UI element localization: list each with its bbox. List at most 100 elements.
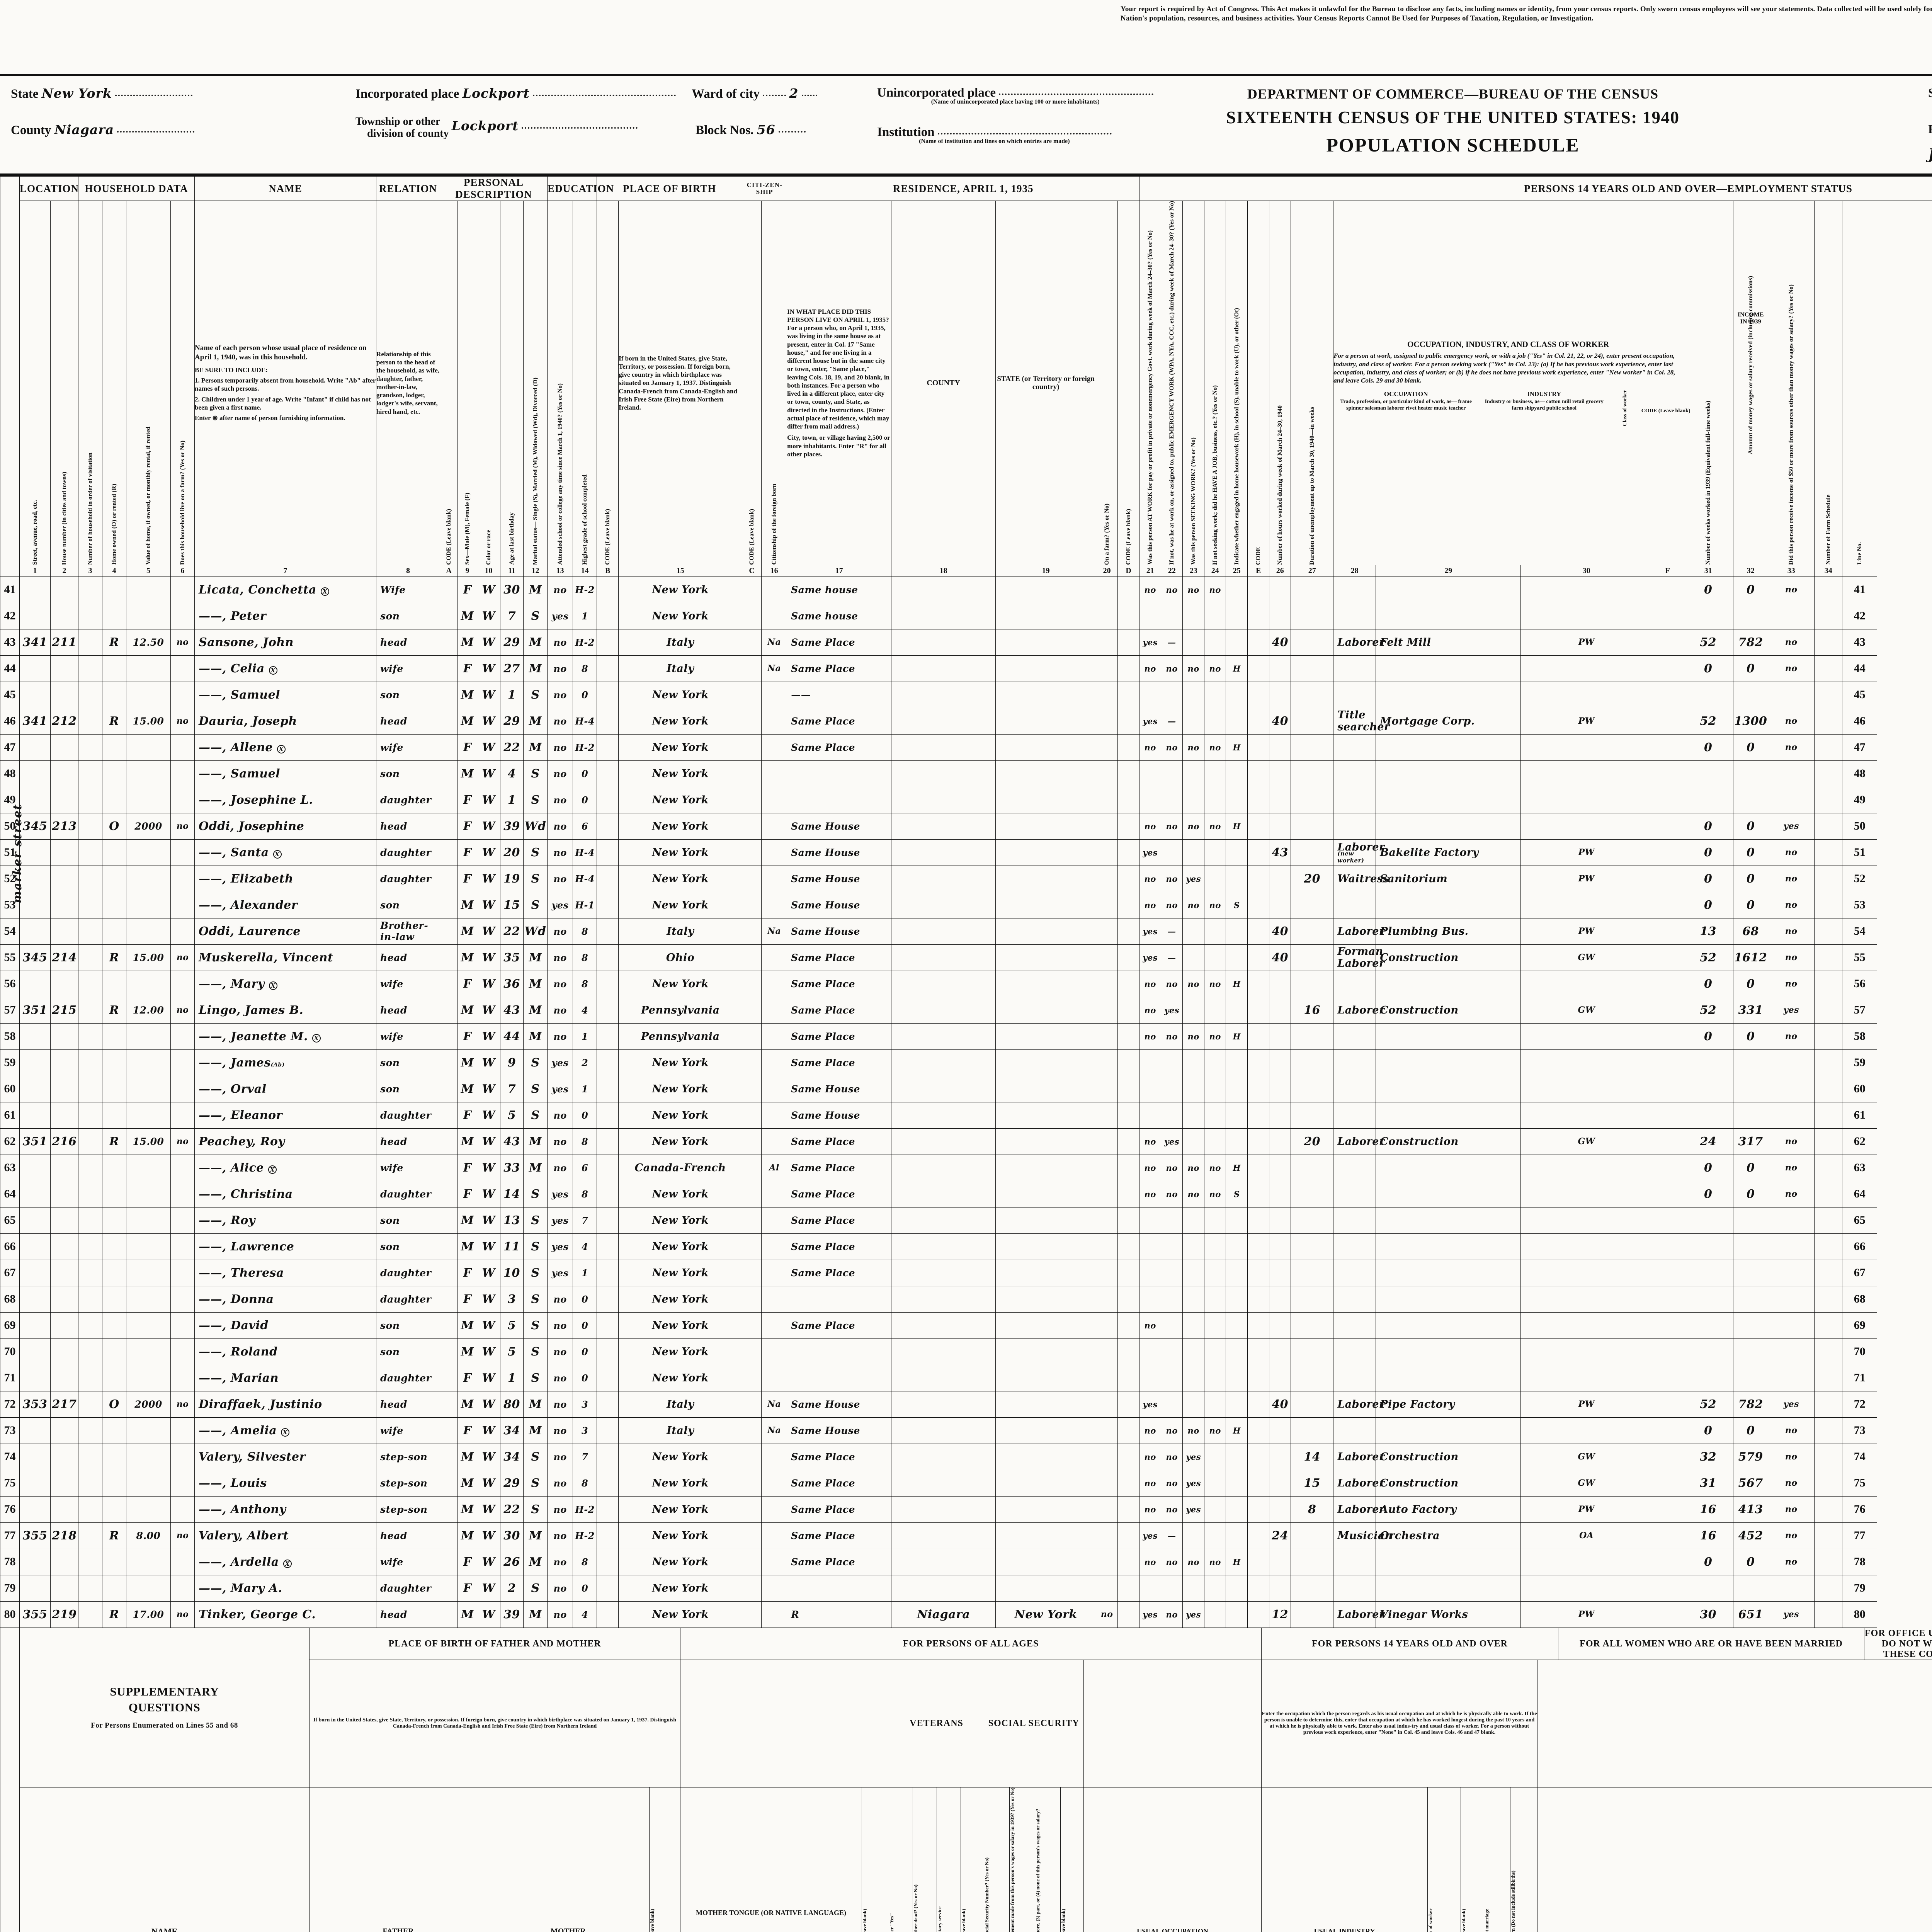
cell-other-income[interactable] — [1768, 1102, 1815, 1129]
cell-birthplace[interactable]: New York — [618, 970, 743, 997]
cell-citizenship[interactable] — [761, 734, 787, 761]
cell-grade[interactable]: H-2 — [573, 629, 597, 656]
cell-emergency-work[interactable] — [1161, 1207, 1183, 1234]
cell-marital[interactable]: M — [523, 1391, 548, 1418]
cell-owned-rented[interactable] — [102, 839, 126, 866]
cell-hours-worked[interactable] — [1269, 1102, 1291, 1129]
cell-on-farm[interactable] — [170, 576, 195, 603]
cell-residence-1935[interactable]: Same Place — [787, 1469, 892, 1497]
cell-hours-worked[interactable] — [1269, 1207, 1291, 1234]
cell-farm-1935[interactable] — [1096, 1207, 1118, 1234]
cell-age[interactable]: 11 — [500, 1233, 524, 1260]
cell-relation[interactable]: son — [376, 1207, 440, 1234]
cell-race[interactable]: W — [477, 1417, 501, 1444]
cell-wages-1939[interactable]: 0 — [1733, 865, 1769, 892]
cell-citizenship[interactable] — [761, 813, 787, 840]
cell-owned-rented[interactable]: R — [102, 707, 126, 735]
cell-attended-school[interactable]: yes — [547, 1233, 573, 1260]
cell-grade[interactable]: H-1 — [573, 891, 597, 918]
cell-household-order[interactable] — [78, 1522, 102, 1549]
cell-unemployment-weeks[interactable] — [1291, 813, 1334, 840]
cell-state-1935[interactable] — [995, 1364, 1097, 1391]
cell-farm-schedule[interactable] — [1814, 629, 1843, 656]
cell-owned-rented[interactable] — [102, 734, 126, 761]
cell-grade[interactable]: 8 — [573, 1469, 597, 1497]
cell-age[interactable]: 7 — [500, 602, 524, 629]
cell-household-order[interactable] — [78, 681, 102, 708]
cell-county-1935[interactable] — [891, 891, 996, 918]
cell-class-of-worker[interactable] — [1520, 1417, 1653, 1444]
cell-weeks-worked-1939[interactable] — [1683, 1575, 1734, 1602]
cell-attended-school[interactable]: yes — [547, 1207, 573, 1234]
cell-code-d[interactable] — [1117, 1391, 1140, 1418]
cell-home-status[interactable] — [1226, 760, 1248, 787]
cell-wages-1939[interactable] — [1733, 681, 1769, 708]
cell-hours-worked[interactable] — [1269, 1548, 1291, 1575]
cell-residence-1935[interactable]: Same house — [787, 576, 892, 603]
cell-hours-worked[interactable]: 40 — [1269, 1391, 1291, 1418]
cell-on-farm[interactable]: no — [170, 997, 195, 1024]
cell-code-a[interactable] — [440, 576, 458, 603]
cell-code-f[interactable] — [1652, 944, 1684, 971]
cell-state-1935[interactable] — [995, 1391, 1097, 1418]
cell-household-order[interactable] — [78, 1364, 102, 1391]
cell-race[interactable]: W — [477, 1469, 501, 1497]
cell-owned-rented[interactable] — [102, 786, 126, 813]
cell-farm-schedule[interactable] — [1814, 1469, 1843, 1497]
cell-weeks-worked-1939[interactable] — [1683, 1312, 1734, 1339]
cell-county-1935[interactable] — [891, 576, 996, 603]
cell-sex[interactable]: M — [457, 944, 478, 971]
cell-hours-worked[interactable] — [1269, 1233, 1291, 1260]
cell-grade[interactable]: 0 — [573, 1102, 597, 1129]
cell-birthplace[interactable]: New York — [618, 786, 743, 813]
cell-birthplace[interactable]: New York — [618, 1286, 743, 1313]
cell-code-d[interactable] — [1117, 786, 1140, 813]
cell-code-e[interactable] — [1247, 1364, 1270, 1391]
cell-have-job[interactable] — [1204, 944, 1226, 971]
cell-name[interactable]: ——, Theresa — [194, 1259, 377, 1286]
cell-on-farm[interactable]: no — [170, 813, 195, 840]
cell-street[interactable]: 355 — [19, 1522, 51, 1549]
cell-unemployment-weeks[interactable] — [1291, 602, 1334, 629]
cell-hours-worked[interactable] — [1269, 970, 1291, 997]
cell-sex[interactable]: F — [457, 655, 478, 682]
cell-state-1935[interactable] — [995, 576, 1097, 603]
cell-home-status[interactable] — [1226, 918, 1248, 945]
cell-relation[interactable]: head — [376, 1391, 440, 1418]
cell-code-d[interactable] — [1117, 1049, 1140, 1076]
cell-code-b[interactable] — [597, 1049, 619, 1076]
cell-house-number[interactable]: 214 — [50, 944, 78, 971]
cell-farm-schedule[interactable] — [1814, 1443, 1843, 1470]
cell-farm-1935[interactable] — [1096, 1286, 1118, 1313]
cell-household-order[interactable] — [78, 629, 102, 656]
cell-at-work[interactable]: yes — [1139, 1391, 1162, 1418]
cell-attended-school[interactable]: no — [547, 1286, 573, 1313]
cell-farm-1935[interactable] — [1096, 734, 1118, 761]
cell-race[interactable]: W — [477, 1443, 501, 1470]
cell-industry[interactable] — [1376, 1417, 1521, 1444]
cell-farm-schedule[interactable] — [1814, 1601, 1843, 1628]
cell-grade[interactable]: H-4 — [573, 839, 597, 866]
cell-home-value[interactable] — [126, 1023, 171, 1050]
cell-owned-rented[interactable] — [102, 891, 126, 918]
cell-code-a[interactable] — [440, 1338, 458, 1365]
table-row[interactable]: 80 355 219 R 17.00 no Tinker, George C. head M W 3… — [0, 1601, 1932, 1628]
cell-seeking-work[interactable] — [1182, 1286, 1205, 1313]
cell-grade[interactable]: 1 — [573, 1023, 597, 1050]
cell-industry[interactable]: Construction — [1376, 1469, 1521, 1497]
cell-grade[interactable]: 0 — [573, 1338, 597, 1365]
cell-class-of-worker[interactable] — [1520, 655, 1653, 682]
cell-name[interactable]: ——, Samuel — [194, 681, 377, 708]
cell-street[interactable] — [19, 1154, 51, 1181]
cell-have-job[interactable]: no — [1204, 1154, 1226, 1181]
cell-farm-1935[interactable] — [1096, 786, 1118, 813]
cell-owned-rented[interactable] — [102, 1207, 126, 1234]
cell-unemployment-weeks[interactable] — [1291, 1207, 1334, 1234]
cell-hours-worked[interactable]: 43 — [1269, 839, 1291, 866]
cell-code-c[interactable] — [742, 1575, 762, 1602]
cell-relation[interactable]: son — [376, 1233, 440, 1260]
cell-house-number[interactable] — [50, 839, 78, 866]
